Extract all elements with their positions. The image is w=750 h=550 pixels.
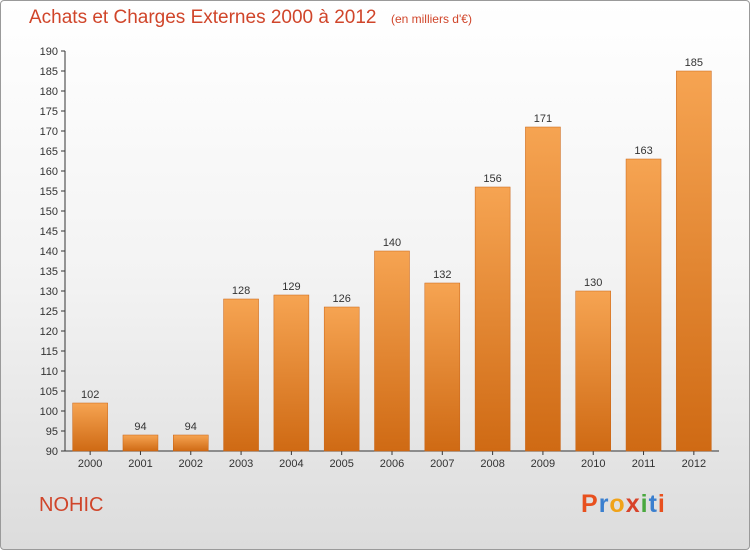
logo-letter: P — [581, 490, 599, 518]
x-tick-label: 2005 — [329, 458, 353, 470]
logo-letter: x — [625, 490, 641, 518]
x-tick-label: 2009 — [531, 458, 555, 470]
y-tick-label: 120 — [40, 326, 58, 338]
y-tick-label: 190 — [40, 46, 58, 58]
bar — [525, 126, 561, 452]
y-tick-label: 125 — [40, 306, 58, 318]
y-tick-label: 160 — [40, 166, 58, 178]
x-tick-label: 2002 — [179, 458, 203, 470]
bar-value-label: 128 — [232, 285, 250, 297]
y-tick-label: 145 — [40, 226, 58, 238]
logo-letter: i — [657, 490, 666, 518]
bars — [72, 70, 712, 452]
y-tick-label: 180 — [40, 86, 58, 98]
bar — [474, 186, 511, 452]
x-tick-label: 2010 — [581, 458, 605, 470]
x-tick-label: 2007 — [430, 458, 454, 470]
logo-letter: o — [609, 490, 626, 518]
y-tick-label: 185 — [40, 66, 58, 78]
x-tick-label: 2011 — [632, 458, 656, 470]
title-row: Achats et Charges Externes 2000 à 2012 (… — [29, 7, 472, 29]
x-tick-label: 2001 — [128, 458, 152, 470]
y-tick-label: 110 — [40, 366, 58, 378]
chart-title: Achats et Charges Externes 2000 à 2012 — [29, 7, 377, 28]
y-tick-label: 155 — [40, 186, 58, 198]
x-tick-label: 2006 — [380, 458, 404, 470]
y-tick-label: 165 — [40, 146, 58, 158]
bar — [273, 294, 310, 452]
bar-value-label: 163 — [634, 145, 652, 157]
y-tick-label: 130 — [40, 286, 58, 298]
y-tick-label: 90 — [46, 446, 58, 458]
bar-value-label: 129 — [282, 281, 300, 293]
bar-value-label: 102 — [81, 389, 99, 401]
y-tick-label: 105 — [40, 386, 58, 398]
bar-value-label: 156 — [483, 173, 501, 185]
y-tick-label: 100 — [40, 406, 58, 418]
labels: 2000 102 2001 94 2002 94 2003 128 2004 129 2005 126… — [78, 57, 706, 470]
bar-value-label: 94 — [134, 421, 146, 433]
bar — [122, 434, 159, 452]
bar-value-label: 171 — [534, 113, 552, 125]
bar-value-label: 185 — [685, 57, 703, 69]
y-tick-label: 135 — [40, 266, 58, 278]
town-name: NOHIC — [39, 494, 104, 516]
bar — [173, 434, 209, 452]
bar-value-label: 130 — [584, 277, 602, 289]
bar — [72, 402, 108, 452]
bar — [676, 70, 712, 452]
x-tick-label: 2003 — [229, 458, 253, 470]
logo-letter: t — [648, 490, 658, 518]
bar-value-label: 126 — [333, 293, 351, 305]
bar — [323, 306, 360, 452]
chart-subtitle: (en milliers d'€) — [390, 12, 472, 26]
y-tick-label: 175 — [40, 106, 58, 118]
bar — [223, 298, 259, 452]
logo-letter: r — [598, 490, 610, 518]
x-tick-label: 2004 — [279, 458, 303, 470]
proxiti-logo[interactable]: Proxiti — [581, 490, 666, 519]
x-tick-label: 2012 — [682, 458, 706, 470]
y-tick-label: 170 — [40, 126, 58, 138]
x-tick-label: 2008 — [480, 458, 504, 470]
bar — [424, 282, 461, 452]
y-tick-label: 115 — [40, 346, 58, 358]
bar-value-label: 140 — [383, 237, 401, 249]
bar-value-label: 94 — [185, 421, 197, 433]
y-tick-label: 150 — [40, 206, 58, 218]
bar — [625, 158, 662, 452]
bar — [575, 290, 611, 452]
y-tick-label: 140 — [40, 246, 58, 258]
bar — [374, 250, 410, 452]
y-tick-label: 95 — [46, 426, 58, 438]
logo-letter: i — [640, 490, 649, 518]
bar-value-label: 132 — [433, 269, 451, 281]
x-tick-label: 2000 — [78, 458, 102, 470]
